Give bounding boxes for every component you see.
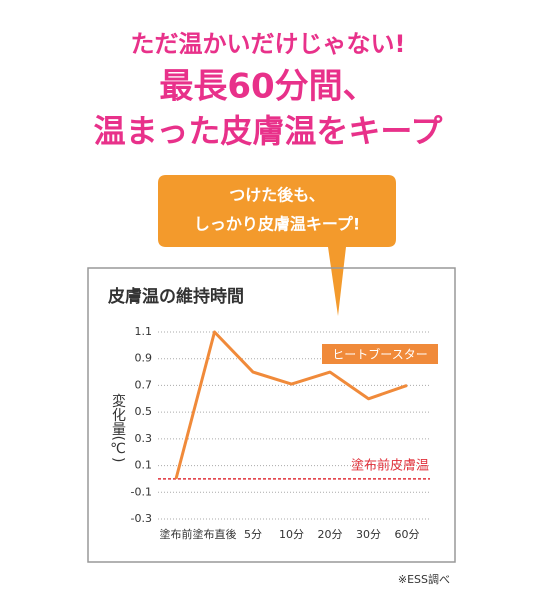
- x-tick-label: 10分: [279, 528, 304, 541]
- y-tick-label: 0.3: [135, 432, 153, 445]
- y-axis-label: 変化量(℃): [110, 393, 126, 463]
- headline-3: 温まった皮膚温をキープ: [94, 112, 444, 150]
- x-tick-label: 塗布前: [160, 527, 193, 541]
- reference-label: 塗布前皮膚温: [351, 457, 429, 473]
- x-tick-label: 塗布直後: [193, 527, 237, 541]
- x-tick-label: 30分: [356, 528, 381, 541]
- x-tick-label: 60分: [395, 528, 420, 541]
- data-line: [174, 330, 408, 480]
- y-tick-label: -0.3: [131, 512, 152, 525]
- y-tick-label: 0.9: [135, 352, 153, 365]
- callout-text: しっかり皮膚温キープ!: [194, 215, 360, 234]
- legend-box: [322, 344, 438, 364]
- x-tick-label: 20分: [318, 528, 343, 541]
- legend-label: ヒートブースター: [332, 347, 427, 362]
- y-tick-label: 0.5: [135, 405, 153, 418]
- chart-frame: [87, 267, 456, 563]
- callout-text: つけた後も、: [229, 186, 325, 205]
- headline-1: ただ温かいだけじゃない!: [131, 30, 406, 58]
- callout-bubble: [158, 175, 396, 316]
- x-tick-label: 5分: [244, 528, 262, 541]
- chart-title: 皮膚温の維持時間: [108, 286, 244, 307]
- y-tick-label: -0.1: [131, 485, 152, 498]
- source-note: ※ESS調べ: [398, 572, 450, 586]
- y-tick-label: 0.1: [135, 459, 153, 472]
- y-tick-label: 1.1: [135, 325, 153, 338]
- headline-2: 最長60分間、: [159, 67, 376, 107]
- y-tick-label: 0.7: [135, 378, 153, 391]
